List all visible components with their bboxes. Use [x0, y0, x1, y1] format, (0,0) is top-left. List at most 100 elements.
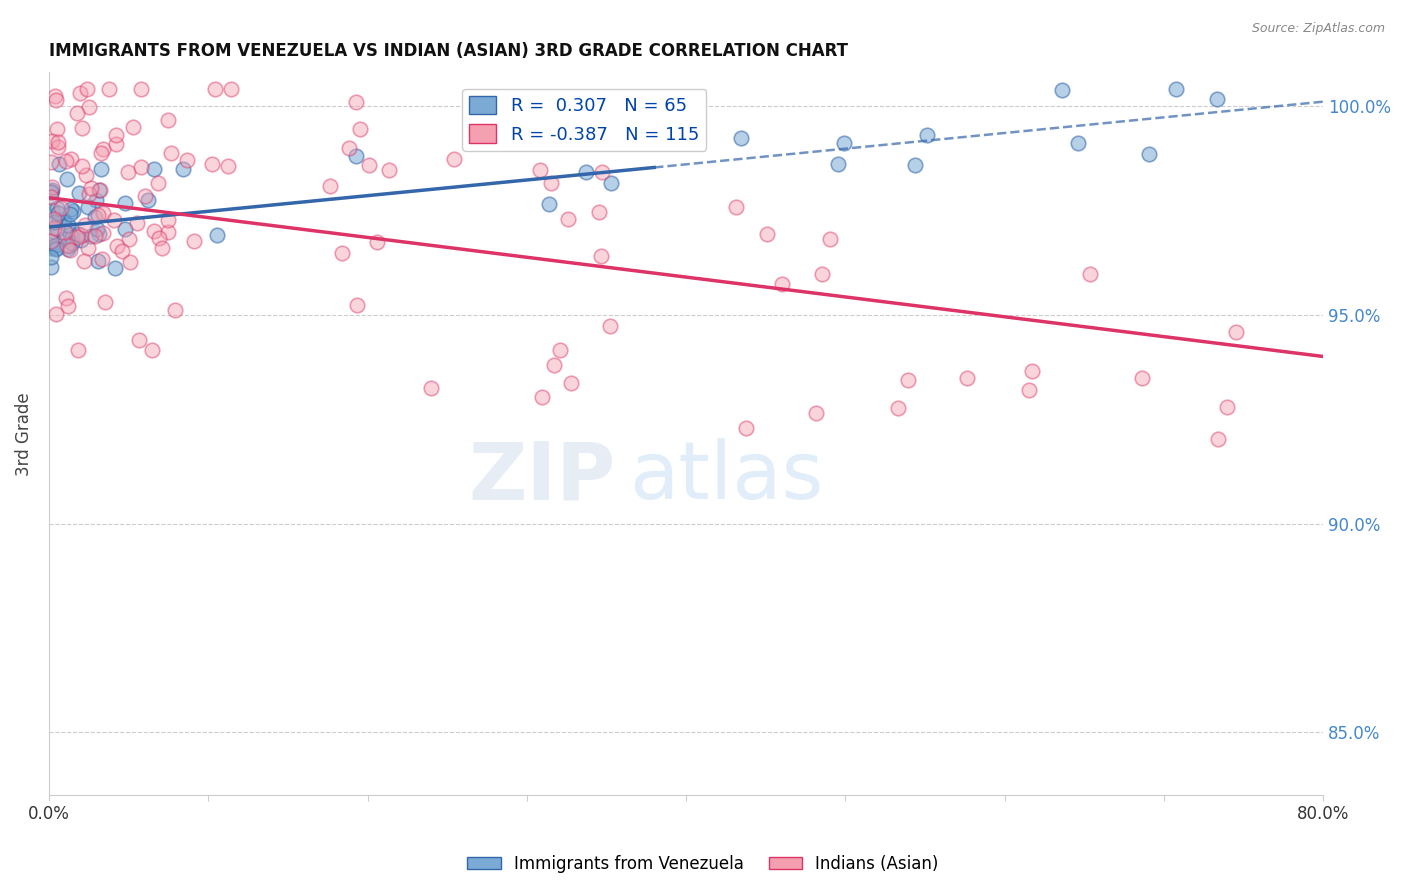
Point: [157, 212, 180, 227]
Point: [39, 260, 62, 275]
Point: [46, 140, 69, 154]
Point: [46, 136, 69, 150]
Point: [69, 228, 91, 243]
Legend: R =  0.307   N = 65, R = -0.387   N = 115: R = 0.307 N = 65, R = -0.387 N = 115: [463, 88, 706, 151]
Point: [56, 218, 79, 232]
Point: [156, 113, 179, 128]
Point: [141, 343, 163, 357]
Point: [89, 183, 111, 197]
Point: [52, 232, 75, 246]
Point: [827, 157, 849, 171]
Point: [125, 216, 148, 230]
Point: [770, 277, 793, 292]
Point: [897, 373, 920, 387]
Point: [1137, 147, 1160, 161]
Point: [75, 168, 97, 182]
Point: [77, 187, 100, 202]
Point: [735, 420, 758, 434]
Point: [915, 128, 938, 143]
Point: [42, 225, 65, 239]
Point: [41, 202, 63, 217]
Point: [59, 227, 82, 241]
Point: [48, 156, 70, 170]
Point: [51, 202, 73, 216]
Point: [66, 343, 89, 357]
Point: [344, 95, 367, 110]
Point: [128, 333, 150, 347]
Point: [86, 208, 108, 222]
Point: [90, 161, 112, 176]
Point: [87, 227, 110, 242]
Point: [548, 343, 571, 357]
Point: [67, 186, 90, 201]
Point: [818, 232, 841, 246]
Point: [45, 93, 67, 107]
Point: [105, 136, 128, 151]
Point: [419, 381, 441, 395]
Point: [44, 214, 66, 228]
Point: [129, 82, 152, 96]
Point: [904, 159, 927, 173]
Point: [330, 246, 353, 260]
Point: [48, 212, 70, 227]
Point: [46, 205, 69, 219]
Legend: Immigrants from Venezuela, Indians (Asian): Immigrants from Venezuela, Indians (Asia…: [461, 848, 945, 880]
Point: [114, 195, 136, 210]
Point: [104, 260, 127, 275]
Point: [56, 238, 79, 252]
Point: [39, 185, 62, 199]
Point: [529, 162, 551, 177]
Point: [60, 236, 83, 251]
Point: [90, 145, 112, 160]
Point: [70, 159, 93, 173]
Point: [60, 152, 83, 166]
Point: [1067, 136, 1090, 150]
Point: [77, 200, 100, 214]
Point: [219, 82, 242, 96]
Point: [129, 160, 152, 174]
Point: [41, 183, 63, 197]
Point: [93, 226, 115, 240]
Point: [600, 176, 623, 190]
Point: [150, 241, 173, 255]
Point: [811, 267, 834, 281]
Point: [1021, 364, 1043, 378]
Point: [45, 222, 67, 236]
Point: [80, 181, 103, 195]
Point: [97, 82, 120, 96]
Point: [39, 190, 62, 204]
Point: [1164, 82, 1187, 96]
Point: [86, 222, 108, 236]
Point: [86, 254, 108, 268]
Point: [591, 165, 613, 179]
Point: [46, 201, 69, 215]
Point: [540, 176, 562, 190]
Point: [39, 241, 62, 255]
Point: [204, 82, 226, 96]
Point: [111, 244, 134, 259]
Point: [73, 219, 96, 233]
Point: [45, 242, 67, 256]
Point: [599, 318, 621, 333]
Point: [89, 183, 111, 197]
Text: Source: ZipAtlas.com: Source: ZipAtlas.com: [1251, 22, 1385, 36]
Point: [142, 161, 165, 176]
Point: [543, 358, 565, 372]
Point: [73, 254, 96, 268]
Point: [45, 307, 67, 321]
Point: [62, 204, 84, 219]
Point: [55, 292, 77, 306]
Point: [1206, 92, 1229, 106]
Point: [56, 171, 79, 186]
Text: ZIP: ZIP: [468, 438, 616, 516]
Point: [105, 128, 128, 143]
Point: [176, 153, 198, 167]
Point: [60, 230, 83, 244]
Point: [51, 212, 73, 227]
Point: [39, 154, 62, 169]
Point: [58, 243, 80, 257]
Point: [44, 212, 66, 227]
Point: [39, 217, 62, 231]
Point: [956, 370, 979, 384]
Point: [80, 229, 103, 244]
